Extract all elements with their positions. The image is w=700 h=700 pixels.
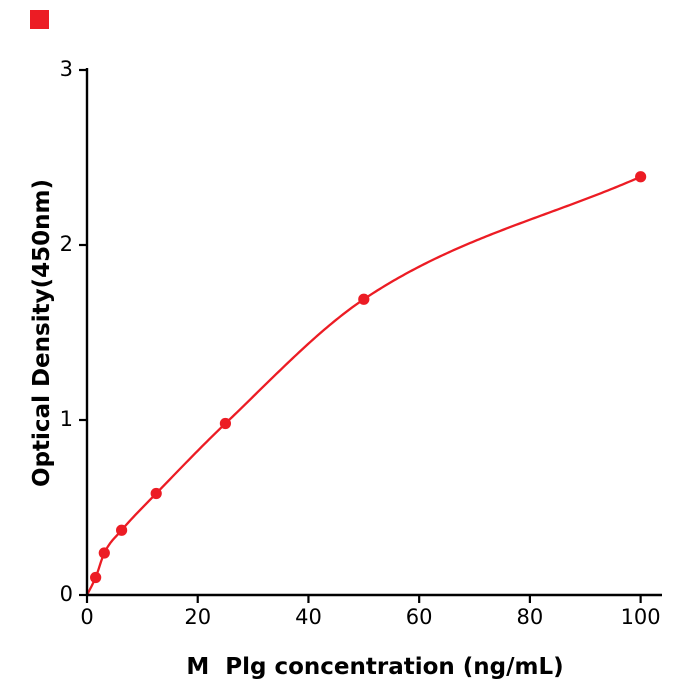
x-axis-title: M Plg concentration (ng/mL) — [186, 654, 564, 680]
data-point — [219, 417, 232, 430]
x-tick-label: 60 — [406, 605, 433, 629]
x-tick-label: 20 — [184, 605, 211, 629]
y-axis-title: Optical Density(450nm) — [29, 179, 55, 487]
y-tick-label: 0 — [60, 582, 73, 606]
x-tick-label: 80 — [517, 605, 544, 629]
red-corner-square — [30, 10, 49, 29]
x-tick-label: 100 — [621, 605, 661, 629]
data-point — [98, 547, 110, 559]
y-tick-label: 2 — [60, 232, 73, 256]
data-point — [90, 571, 102, 584]
data-point — [358, 293, 370, 305]
data-point — [635, 171, 647, 183]
data-point — [150, 487, 162, 500]
data-point — [116, 524, 128, 536]
fit-curve — [85, 175, 642, 596]
y-tick-label: 1 — [60, 407, 73, 431]
x-tick-label: 0 — [80, 605, 93, 629]
y-tick-label: 3 — [60, 57, 73, 81]
x-tick-label: 40 — [295, 605, 322, 629]
